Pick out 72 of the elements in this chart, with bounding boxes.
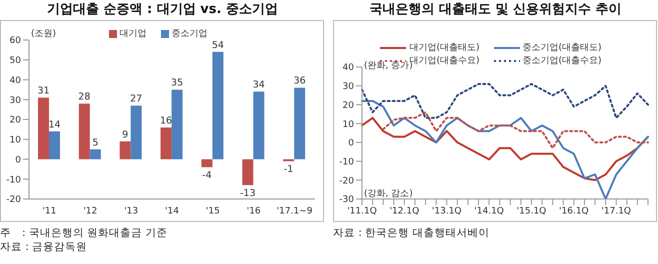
y-tick-label: 30	[342, 82, 354, 92]
y-tick-label: 0	[15, 155, 22, 166]
data-label: 27	[130, 94, 142, 105]
x-tick-label: '16.1Q	[559, 206, 589, 216]
data-label: -1	[284, 164, 294, 176]
x-tick-label: '16	[246, 206, 261, 216]
data-label: 54	[212, 40, 224, 51]
data-label: 35	[171, 78, 184, 89]
x-tick-label: '17.1~9	[276, 206, 313, 216]
bar	[38, 98, 49, 160]
text: 자료 : 한국은행 대출행태서베이	[333, 226, 491, 240]
x-tick-label: '14	[165, 206, 180, 216]
text: (조원)	[31, 28, 56, 40]
data-label: 34	[252, 80, 265, 91]
y-tick-label: 10	[342, 120, 354, 130]
legend-label: 대기업	[120, 28, 146, 40]
x-tick-label: '13.1Q	[432, 206, 462, 216]
bar	[48, 131, 60, 160]
data-label: -13	[240, 188, 256, 200]
data-label: -4	[202, 170, 212, 182]
chart-title: 국내은행의 대출태도 및 신용위험지수 추이	[368, 1, 623, 19]
legend-label: 중소기업(대출태도)	[522, 42, 602, 54]
line-series	[382, 111, 649, 150]
y-tick-label: 20	[10, 116, 22, 126]
bar	[253, 92, 264, 160]
legend-label: 대기업(대출태도)	[409, 42, 480, 54]
y-tick-label: -30	[339, 195, 354, 206]
x-tick-label: '15	[206, 206, 220, 216]
y-tick-label: 30	[10, 96, 22, 106]
data-label: 14	[48, 119, 61, 130]
data-label: 9	[122, 129, 128, 140]
data-label: 28	[78, 92, 90, 103]
y-tick-label: -10	[339, 157, 354, 168]
y-tick-label: 50	[10, 56, 22, 66]
y-tick-label: 40	[342, 63, 354, 74]
text: 주 : 국내은행의 원화대출금 기준	[0, 226, 169, 240]
y-tick-label: -10	[6, 175, 22, 186]
x-tick-label: '12	[83, 206, 98, 216]
bar	[172, 90, 183, 160]
data-label: 31	[37, 86, 50, 97]
x-tick-label: '12.1Q	[390, 206, 420, 216]
x-tick-label: '15.1Q	[516, 206, 546, 216]
y-tick-label: -20	[339, 176, 354, 186]
bar	[294, 88, 306, 160]
line-series	[361, 82, 649, 119]
y-tick-label: 10	[10, 136, 22, 146]
bar	[130, 106, 142, 160]
y-tick-label: 40	[10, 76, 22, 86]
y-tick-label: 20	[342, 100, 354, 111]
x-tick-label: '17.1Q	[601, 206, 632, 216]
bar	[201, 159, 212, 168]
y-tick-label: 60	[10, 36, 22, 46]
bar	[78, 104, 90, 160]
x-tick-label: '13	[124, 206, 138, 216]
annotation: (강화, 감소)	[364, 188, 413, 200]
legend-label: 중소기업(대출수요)	[522, 55, 602, 67]
text: 자료 : 금융감독원	[0, 240, 88, 254]
bar	[120, 141, 131, 160]
x-tick-label: '11.1Q	[347, 206, 377, 216]
x-tick-label: '14.1Q	[474, 206, 504, 216]
y-tick-label: 0	[348, 138, 354, 149]
bar	[212, 52, 224, 160]
bar	[90, 149, 101, 160]
data-label: 16	[160, 115, 172, 126]
data-label: 5	[92, 137, 98, 148]
legend-label: 중소기업	[172, 28, 208, 40]
x-tick-label: '11	[42, 206, 56, 216]
bar	[242, 159, 254, 186]
chart-title: 기업대출 순증액 : 대기업 vs. 중소기업	[46, 1, 279, 19]
y-tick-label: -20	[6, 195, 22, 206]
bar	[160, 127, 172, 160]
data-label: 36	[294, 76, 306, 87]
